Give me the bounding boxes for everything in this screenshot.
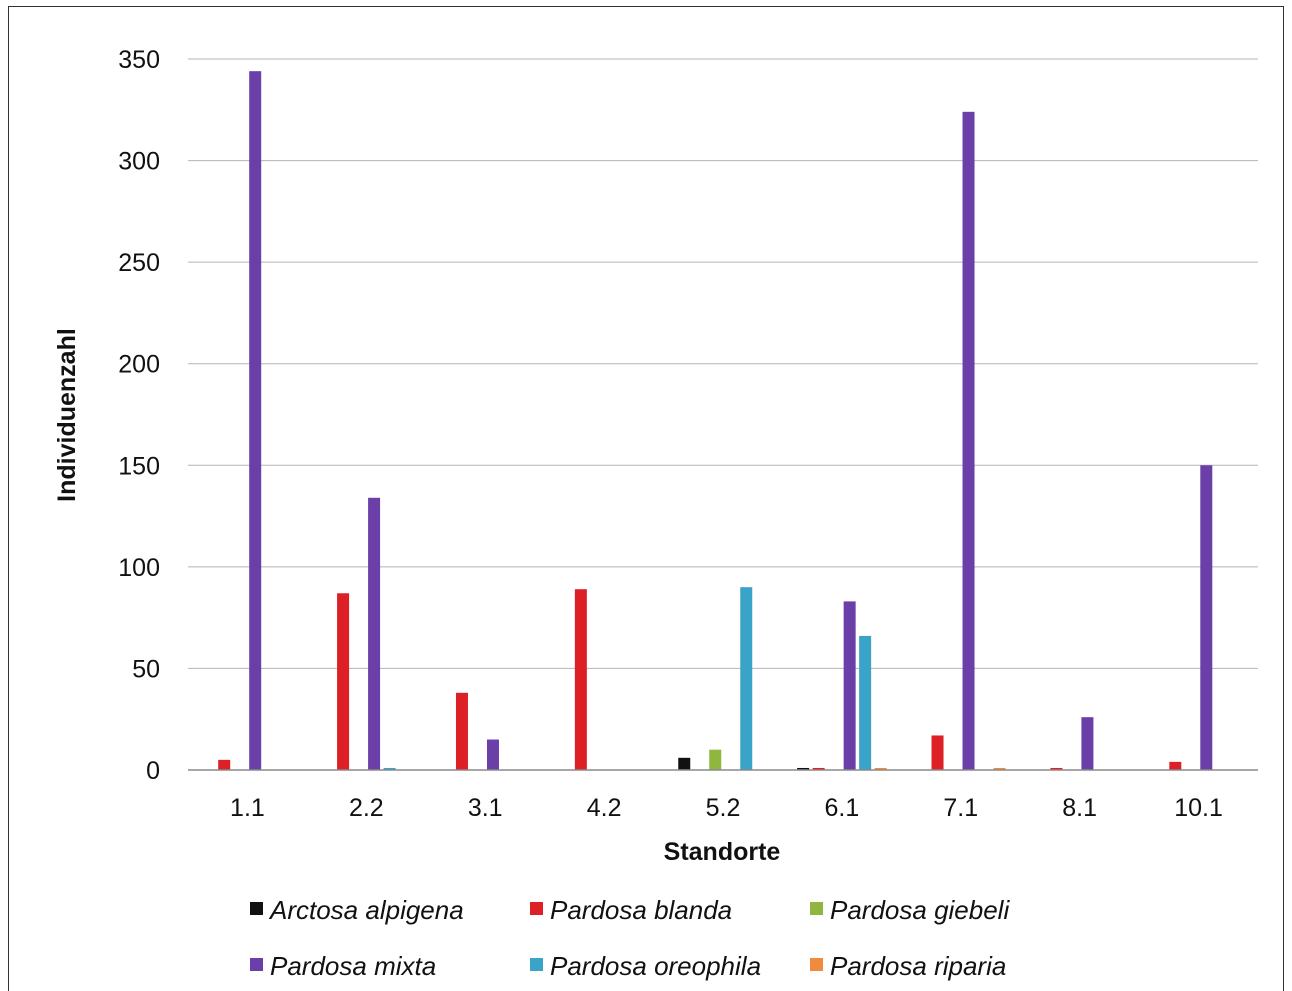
- bar: [218, 759, 231, 770]
- y-axis-title: Individuenzahl: [53, 328, 81, 502]
- x-tick-label: 7.1: [943, 794, 978, 822]
- x-axis-title: Standorte: [664, 838, 781, 866]
- y-tick-label: 200: [118, 351, 160, 379]
- legend-label: Pardosa giebeli: [830, 895, 1010, 925]
- y-tick-label: 300: [118, 148, 160, 176]
- bar: [455, 692, 468, 770]
- legend-label: Pardosa oreophila: [550, 951, 761, 981]
- bar: [1200, 465, 1213, 770]
- x-tick-label: 2.2: [349, 794, 384, 822]
- x-tick-label: 10.1: [1174, 794, 1223, 822]
- legend-swatch: [810, 958, 823, 971]
- bar: [843, 601, 856, 770]
- bar: [859, 635, 872, 770]
- x-tick-label: 1.1: [230, 794, 265, 822]
- x-tick-label: 3.1: [468, 794, 503, 822]
- legend-swatch: [810, 902, 823, 915]
- legend-swatch: [530, 902, 543, 915]
- bar: [368, 497, 381, 770]
- legend-swatch: [250, 902, 263, 915]
- bar: [709, 749, 722, 770]
- bar: [993, 767, 1006, 770]
- y-tick-label: 350: [118, 46, 160, 74]
- legend-label: Pardosa blanda: [550, 895, 732, 925]
- legend-label: Pardosa mixta: [270, 951, 436, 981]
- legend-swatch: [530, 958, 543, 971]
- legend-label: Pardosa riparia: [830, 951, 1006, 981]
- legend-swatch: [250, 958, 263, 971]
- x-tick-label: 6.1: [825, 794, 860, 822]
- bar: [962, 111, 975, 771]
- x-tick-label: 5.2: [706, 794, 741, 822]
- y-tick-label: 250: [118, 249, 160, 277]
- bars: [218, 71, 1213, 771]
- y-tick-label: 150: [118, 452, 160, 480]
- x-tick-label: 4.2: [587, 794, 622, 822]
- bar: [249, 71, 262, 770]
- y-axis-ticks: 0 50 100 150 200 250 300 350: [118, 46, 160, 785]
- bar: [874, 767, 887, 770]
- bar: [812, 767, 825, 770]
- x-tick-label: 8.1: [1062, 794, 1097, 822]
- y-tick-label: 50: [132, 655, 160, 683]
- legend: Arctosa alpigena Pardosa blanda Pardosa gi…: [250, 895, 1010, 981]
- legend-label: Arctosa alpigena: [268, 895, 464, 925]
- bar: [1050, 767, 1063, 770]
- bar: [486, 739, 499, 770]
- bar: [931, 735, 944, 770]
- bar: [797, 767, 810, 770]
- bar: [574, 589, 587, 770]
- x-axis-ticks: 1.1 2.2 3.1 4.2 5.2 6.1 7.1 8.1 10.1: [230, 794, 1223, 822]
- y-tick-label: 0: [146, 757, 160, 785]
- bar: [678, 757, 691, 770]
- bar: [337, 593, 350, 770]
- bar: [740, 587, 753, 770]
- y-tick-label: 100: [118, 554, 160, 582]
- gridlines: [188, 58, 1258, 669]
- bar: [1081, 717, 1094, 770]
- bar: [383, 767, 396, 770]
- chart-frame: [8, 6, 1284, 991]
- bar: [1169, 761, 1182, 770]
